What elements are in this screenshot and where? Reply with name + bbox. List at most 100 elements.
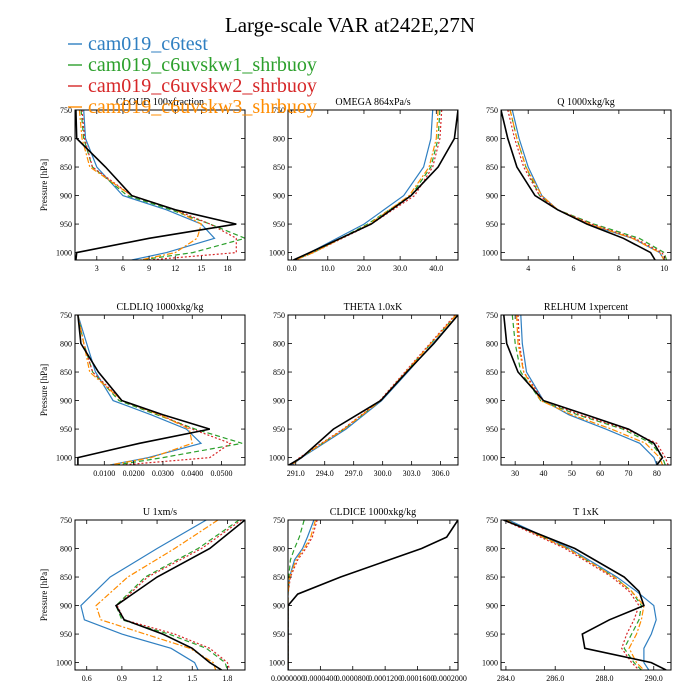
- series-line: [294, 110, 434, 260]
- panel-3: Q 1000xkg/kg 4 6 8 10 750 800 850 900 950 1000: [482, 97, 672, 273]
- y-tick-label: 900: [273, 602, 285, 611]
- y-tick-label: 800: [273, 340, 285, 349]
- x-tick-label: 60: [596, 469, 604, 478]
- panel-frame: [287, 519, 459, 671]
- x-tick-label: 291.0: [287, 469, 305, 478]
- series-line-observation: [288, 520, 458, 670]
- x-tick-label: 20.0: [357, 264, 371, 273]
- series-line: [288, 520, 318, 670]
- series-line: [517, 315, 669, 465]
- y-tick-label: 950: [273, 425, 285, 434]
- panel-title: CLDLIQ 1000xkg/kg: [117, 302, 204, 313]
- y-axis-label: Pressure [hPa]: [39, 364, 49, 416]
- legend-label: cam019_c6uvskw3_shrbuoy: [88, 96, 317, 118]
- x-tick-label: 40.0: [429, 264, 443, 273]
- x-tick-label: 0.0001200: [368, 674, 402, 683]
- panel-4: CLDLIQ 1000xkg/kg 0.0100 0.0200 0.0300 0.040…: [39, 302, 246, 478]
- y-tick-label: 750: [486, 106, 498, 115]
- panel-6: RELHUM 1xpercent 30 40 50 60 70 80 750 800 850 900…: [482, 302, 672, 478]
- y-tick-label: 950: [486, 630, 498, 639]
- panel-frame: [74, 314, 246, 466]
- series-line: [505, 520, 643, 670]
- panel-frame: [74, 109, 246, 261]
- panel-title: CLDICE 1000xkg/kg: [330, 507, 416, 518]
- panel-frame: [500, 109, 672, 261]
- y-tick-label: 900: [60, 397, 72, 406]
- x-tick-label: 80: [653, 469, 661, 478]
- y-tick-label: 1000: [482, 454, 498, 463]
- x-tick-label: 0.0000400: [303, 674, 337, 683]
- y-tick-label: 850: [60, 163, 72, 172]
- y-tick-label: 900: [486, 397, 498, 406]
- y-tick-label: 950: [60, 425, 72, 434]
- x-tick-label: 3: [95, 264, 99, 273]
- series-line: [116, 520, 242, 670]
- x-tick-label: 297.0: [345, 469, 363, 478]
- x-tick-label: 30.0: [393, 264, 407, 273]
- x-tick-label: 294.0: [316, 469, 334, 478]
- x-tick-label: 70: [625, 469, 633, 478]
- x-tick-label: 1.5: [187, 674, 197, 683]
- y-tick-label: 900: [273, 397, 285, 406]
- x-tick-label: 0.0200: [123, 469, 145, 478]
- x-tick-label: 12: [171, 264, 179, 273]
- series-line: [516, 315, 664, 465]
- panel-frame: [500, 519, 672, 671]
- x-tick-label: 30: [511, 469, 519, 478]
- y-tick-label: 1000: [269, 454, 285, 463]
- y-tick-label: 750: [60, 311, 72, 320]
- series-line: [520, 315, 658, 465]
- y-tick-label: 800: [273, 545, 285, 554]
- series-line: [294, 110, 443, 260]
- series-line: [77, 315, 243, 465]
- x-tick-label: 9: [147, 264, 151, 273]
- y-tick-label: 750: [273, 106, 285, 115]
- x-tick-label: 6: [121, 264, 125, 273]
- y-tick-label: 800: [486, 135, 498, 144]
- series-group: [293, 110, 458, 260]
- y-tick-label: 750: [486, 516, 498, 525]
- y-tick-label: 950: [486, 220, 498, 229]
- y-tick-label: 950: [273, 220, 285, 229]
- y-tick-label: 1000: [269, 249, 285, 258]
- y-tick-label: 850: [486, 573, 498, 582]
- y-tick-label: 750: [273, 311, 285, 320]
- series-line-observation: [77, 315, 211, 465]
- x-tick-label: 0.0001600: [401, 674, 435, 683]
- series-line: [77, 315, 193, 465]
- y-tick-label: 850: [273, 163, 285, 172]
- series-line: [80, 110, 245, 260]
- y-axis-label: Pressure [hPa]: [39, 569, 49, 621]
- panel-title: OMEGA 864xPa/s: [335, 97, 410, 108]
- y-tick-label: 800: [60, 340, 72, 349]
- panel-title: U 1xm/s: [143, 507, 177, 518]
- legend-label: cam019_c6uvskw2_shrbuoy: [88, 75, 317, 97]
- panel-title: CLOUD 100xfraction: [116, 97, 204, 108]
- series-group: [80, 520, 245, 670]
- y-tick-label: 1000: [56, 454, 72, 463]
- series-line: [78, 110, 203, 260]
- y-tick-label: 800: [60, 135, 72, 144]
- series-line: [115, 520, 240, 670]
- x-tick-label: 15: [197, 264, 205, 273]
- series-line: [288, 520, 317, 670]
- y-tick-label: 900: [486, 192, 498, 201]
- series-line-observation: [75, 110, 237, 260]
- series-line-observation: [501, 110, 656, 260]
- y-tick-label: 1000: [56, 249, 72, 258]
- y-tick-label: 1000: [482, 249, 498, 258]
- series-group: [288, 520, 458, 670]
- series-group: [501, 110, 668, 260]
- y-tick-label: 800: [486, 545, 498, 554]
- x-tick-label: 0.0500: [211, 469, 233, 478]
- x-tick-label: 10.0: [321, 264, 335, 273]
- panel-7: U 1xm/s 0.6 0.9 1.2 1.5 1.8 750 800 850 900 950 100…: [39, 507, 246, 683]
- y-tick-label: 950: [273, 630, 285, 639]
- series-line: [294, 110, 441, 260]
- x-tick-label: 1.8: [222, 674, 232, 683]
- series-line: [291, 315, 457, 465]
- panel-frame: [500, 314, 672, 466]
- series-line: [509, 110, 668, 260]
- y-tick-label: 800: [486, 340, 498, 349]
